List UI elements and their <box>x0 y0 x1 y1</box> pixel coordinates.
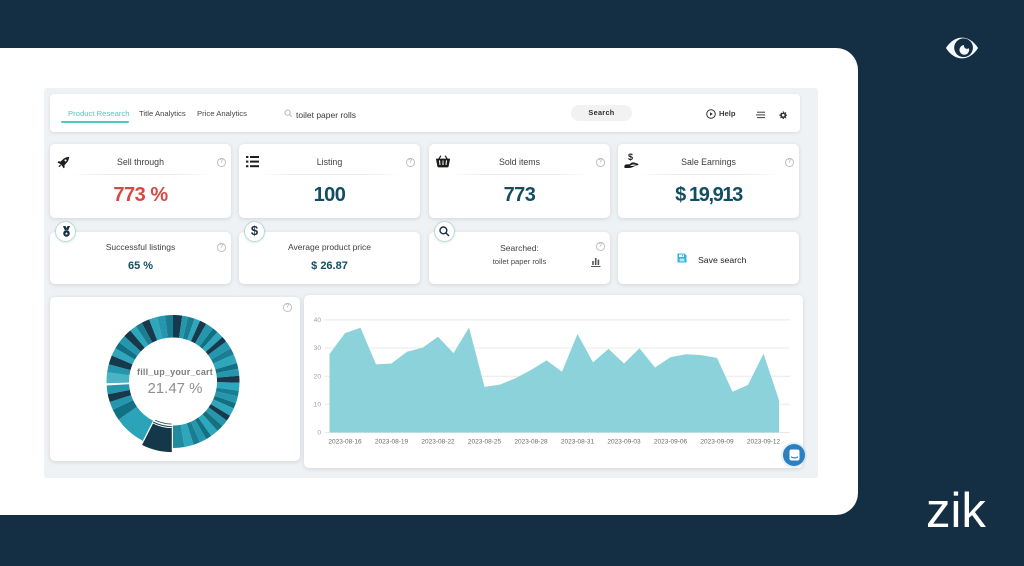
svg-text:2023-08-22: 2023-08-22 <box>421 439 455 446</box>
svg-text:40: 40 <box>314 317 322 324</box>
svg-text:2023-08-28: 2023-08-28 <box>514 439 548 446</box>
svg-text:2023-08-19: 2023-08-19 <box>375 439 409 446</box>
svg-text:2023-08-25: 2023-08-25 <box>468 439 502 446</box>
svg-text:2023-09-12: 2023-09-12 <box>747 439 781 446</box>
svg-text:2023-08-16: 2023-08-16 <box>328 439 362 446</box>
svg-text:20: 20 <box>314 373 322 380</box>
svg-text:2023-09-06: 2023-09-06 <box>654 439 688 446</box>
svg-text:2023-09-03: 2023-09-03 <box>607 439 641 446</box>
svg-text:30: 30 <box>314 345 322 352</box>
svg-text:2023-08-31: 2023-08-31 <box>561 439 595 446</box>
svg-text:0: 0 <box>317 430 321 437</box>
svg-text:2023-09-09: 2023-09-09 <box>700 439 734 446</box>
svg-text:10: 10 <box>314 402 322 409</box>
